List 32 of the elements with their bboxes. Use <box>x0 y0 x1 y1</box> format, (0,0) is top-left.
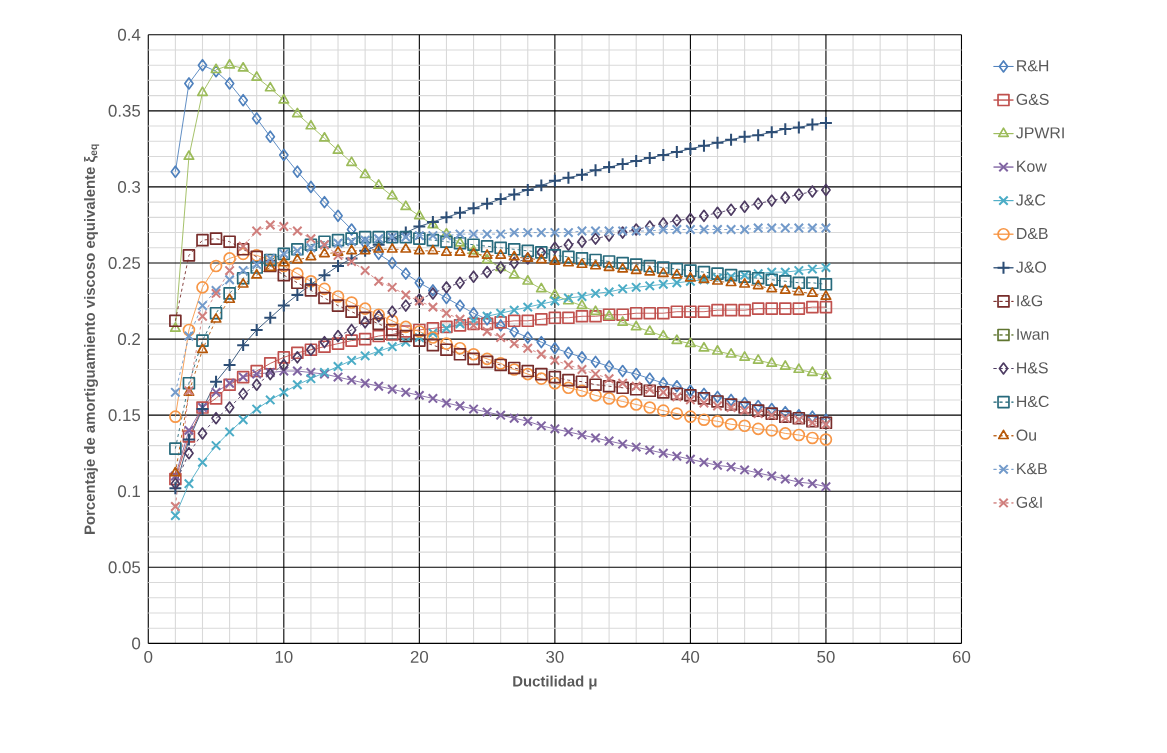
y-tick-label: 0.25 <box>108 257 141 270</box>
legend-label: H&S <box>1017 362 1048 374</box>
x-axis-title: Ductilidad μ <box>513 675 597 690</box>
y-tick-label: 0 <box>132 637 141 650</box>
legend-label: J&C <box>1016 194 1046 206</box>
y-tick-label: 0.15 <box>108 409 141 422</box>
x-tick-label: 0 <box>144 651 153 664</box>
legend-label: K&B <box>1017 463 1047 475</box>
x-tick-label: 50 <box>817 651 835 664</box>
legend-label: Ou <box>1016 429 1036 441</box>
y-tick-label: 0.05 <box>108 561 141 574</box>
legend-label: I&G <box>1017 295 1043 307</box>
legend-label: G&S <box>1016 93 1049 106</box>
y-tick-label: 0.1 <box>117 485 140 498</box>
x-tick-label: 10 <box>275 651 293 664</box>
y-tick-label: 0.35 <box>108 105 141 117</box>
legend-label: JPWRI <box>1016 127 1064 139</box>
x-tick-label: 60 <box>952 651 971 664</box>
y-tick-label: 0.3 <box>117 181 141 194</box>
legend-label: J&O <box>1016 261 1046 273</box>
y-tick-label: 0.2 <box>117 333 140 346</box>
y-tick-label: 0.4 <box>117 28 141 41</box>
y-axis-title: Porcentaje de amortiguamiento viscoso equivalente ξ$_{eq}$ <box>84 144 100 535</box>
x-tick-label: 30 <box>546 651 564 664</box>
legend-label: Iwan <box>1017 328 1049 341</box>
legend-label: Kow <box>1017 161 1047 173</box>
x-tick-label: 40 <box>681 651 700 664</box>
legend-label: R&H <box>1017 60 1049 72</box>
legend-label: D&B <box>1017 228 1048 240</box>
x-tick-label: 20 <box>410 651 429 664</box>
legend-label: H&C <box>1017 396 1049 408</box>
legend-label: G&I <box>1016 496 1042 509</box>
